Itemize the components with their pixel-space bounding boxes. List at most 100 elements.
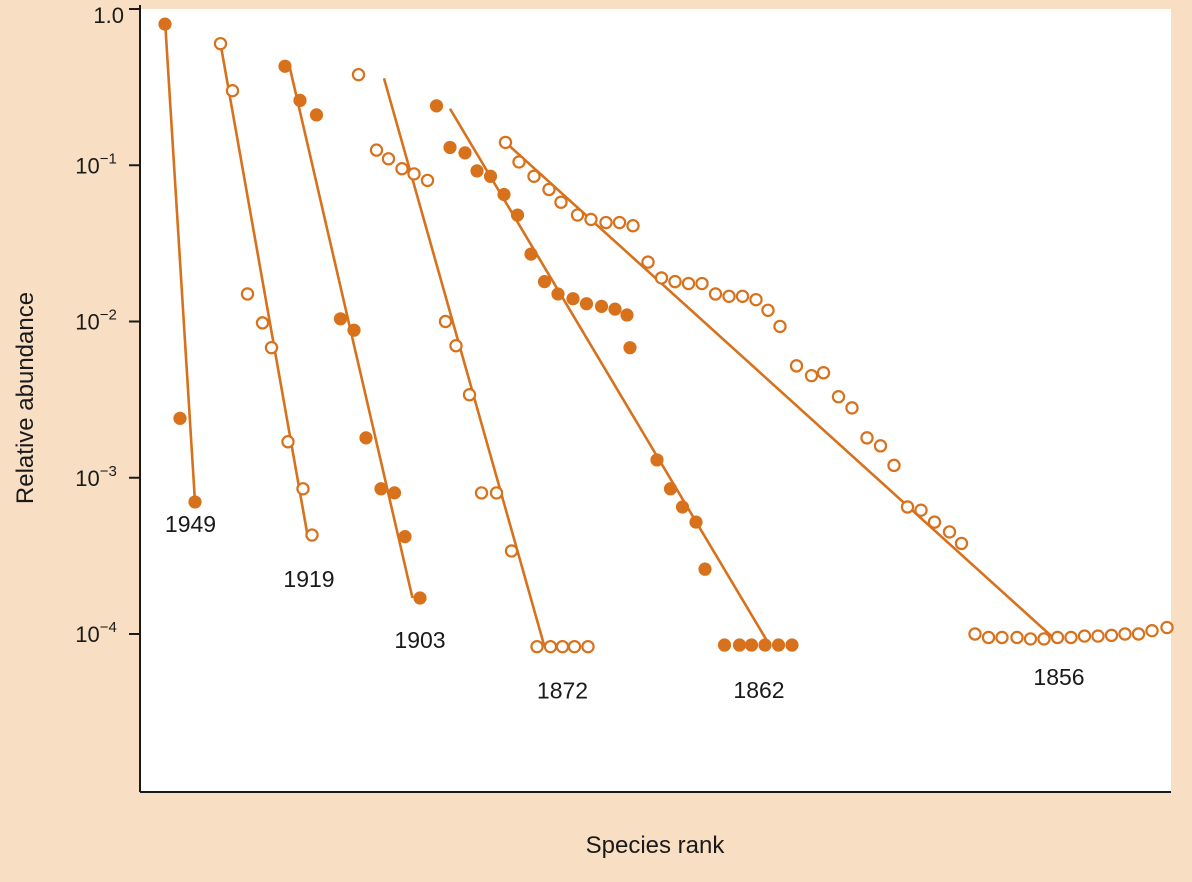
data-point-1856-47: [1131, 627, 1146, 641]
data-point-1862-4: [470, 164, 484, 178]
data-point-1872-17: [581, 639, 595, 654]
data-point-1872-1: [351, 67, 366, 82]
series-1862: [429, 99, 799, 652]
series-label-1862: 1862: [733, 677, 784, 703]
data-point-1903-10: [413, 591, 427, 605]
data-point-1856-48: [1145, 623, 1159, 638]
data-point-1919-2: [225, 83, 240, 98]
data-point-1872-16: [567, 639, 582, 654]
data-point-1903-9: [398, 530, 412, 544]
data-point-1903-5: [347, 323, 361, 337]
data-point-1862-19: [675, 500, 690, 514]
data-point-1856-41: [1050, 630, 1065, 645]
data-point-1903-7: [374, 482, 388, 496]
data-point-1862-2: [443, 140, 457, 155]
data-point-1856-11: [641, 255, 655, 269]
series-1872: [351, 67, 595, 654]
data-point-1862-12: [579, 297, 594, 311]
data-point-1862-18: [663, 482, 678, 496]
fit-line-1919: [219, 43, 309, 536]
y-tick-label-5: 10−4: [75, 619, 117, 647]
data-point-1856-5: [554, 195, 568, 209]
data-point-1856-17: [722, 289, 736, 303]
chart-axes: 1.0 10−1 10−2 10−3 10−4: [75, 3, 1171, 793]
data-point-1856-43: [1077, 629, 1092, 643]
data-point-1919-5: [264, 340, 279, 355]
x-axis-title: Species rank: [586, 832, 726, 859]
series-label-1872: 1872: [537, 678, 588, 704]
series-label-1919: 1919: [283, 566, 334, 592]
data-point-1862-21: [698, 562, 712, 576]
data-point-1919-8: [305, 528, 319, 542]
data-point-1949-2: [173, 411, 187, 425]
data-point-1872-12: [504, 544, 519, 558]
data-point-1856-34: [954, 536, 969, 551]
data-point-1856-31: [914, 503, 928, 517]
data-point-1949-3: [188, 495, 202, 509]
data-point-1872-14: [543, 639, 558, 654]
data-point-1856-35: [968, 627, 982, 641]
data-point-1862-23: [732, 638, 747, 652]
data-point-1856-3: [527, 169, 541, 183]
data-point-1872-15: [555, 639, 570, 654]
data-point-1919-4: [255, 316, 270, 330]
data-point-1872-11: [489, 486, 504, 500]
data-point-1862-20: [689, 515, 703, 529]
data-point-1856-44: [1091, 629, 1105, 643]
data-point-1856-13: [668, 274, 682, 289]
chart-marks: 1949 1919 1903 1872 1862 1856: [158, 17, 1174, 704]
data-point-1903-8: [387, 486, 402, 500]
data-point-1856-24: [816, 366, 831, 380]
data-point-1862-17: [650, 453, 664, 467]
data-point-1919-3: [240, 287, 255, 301]
data-point-1856-38: [1010, 630, 1024, 645]
data-point-1856-37: [995, 630, 1009, 645]
data-point-1862-5: [483, 169, 498, 183]
data-point-1903-4: [333, 312, 348, 326]
data-point-1856-30: [900, 500, 915, 514]
y-tick-label-1: 1.0: [93, 3, 124, 28]
data-point-1862-25: [758, 638, 772, 652]
series-1903: [278, 59, 427, 605]
data-point-1872-7: [438, 314, 453, 329]
data-point-1856-1: [498, 135, 513, 150]
data-point-1872-4: [395, 162, 409, 176]
data-point-1862-7: [510, 208, 525, 222]
data-point-1856-45: [1104, 628, 1119, 643]
data-point-1862-22: [717, 638, 732, 652]
data-point-1862-27: [785, 638, 799, 652]
data-point-1903-1: [278, 59, 292, 73]
data-point-1856-27: [860, 431, 874, 445]
y-tick-label-3: 10−2: [75, 307, 117, 335]
data-point-1862-8: [524, 247, 538, 261]
data-point-1862-26: [771, 638, 786, 652]
fit-line-1856: [504, 141, 1056, 640]
data-point-1856-25: [831, 390, 846, 404]
series-1919: [213, 36, 319, 542]
series-1856: [498, 135, 1174, 646]
data-point-1862-16: [623, 341, 637, 355]
data-point-1919-6: [281, 435, 295, 449]
data-point-1856-12: [654, 271, 669, 285]
y-tick-label-2: 10−1: [75, 150, 117, 178]
data-point-1862-11: [566, 292, 580, 306]
data-point-1872-13: [530, 639, 544, 654]
data-point-1856-14: [681, 276, 696, 291]
y-axis-title: Relative abundance: [12, 292, 39, 504]
data-point-1856-9: [612, 215, 627, 230]
data-point-1856-2: [512, 155, 526, 169]
fit-line-1949: [163, 19, 197, 503]
data-point-1903-3: [309, 108, 324, 122]
data-point-1872-8: [449, 339, 463, 353]
data-point-1856-32: [927, 515, 942, 529]
data-point-1856-22: [789, 359, 804, 373]
data-point-1872-5: [407, 167, 421, 181]
data-point-1856-21: [773, 319, 787, 334]
data-point-1856-4: [542, 182, 556, 197]
data-point-1856-49: [1160, 620, 1174, 635]
data-point-1856-39: [1023, 632, 1038, 646]
y-tick-label-4: 10−3: [75, 463, 117, 491]
data-point-1856-42: [1064, 630, 1078, 645]
data-point-1856-10: [626, 219, 640, 233]
